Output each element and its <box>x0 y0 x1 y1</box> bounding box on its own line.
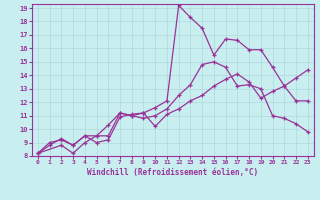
X-axis label: Windchill (Refroidissement éolien,°C): Windchill (Refroidissement éolien,°C) <box>87 168 258 177</box>
